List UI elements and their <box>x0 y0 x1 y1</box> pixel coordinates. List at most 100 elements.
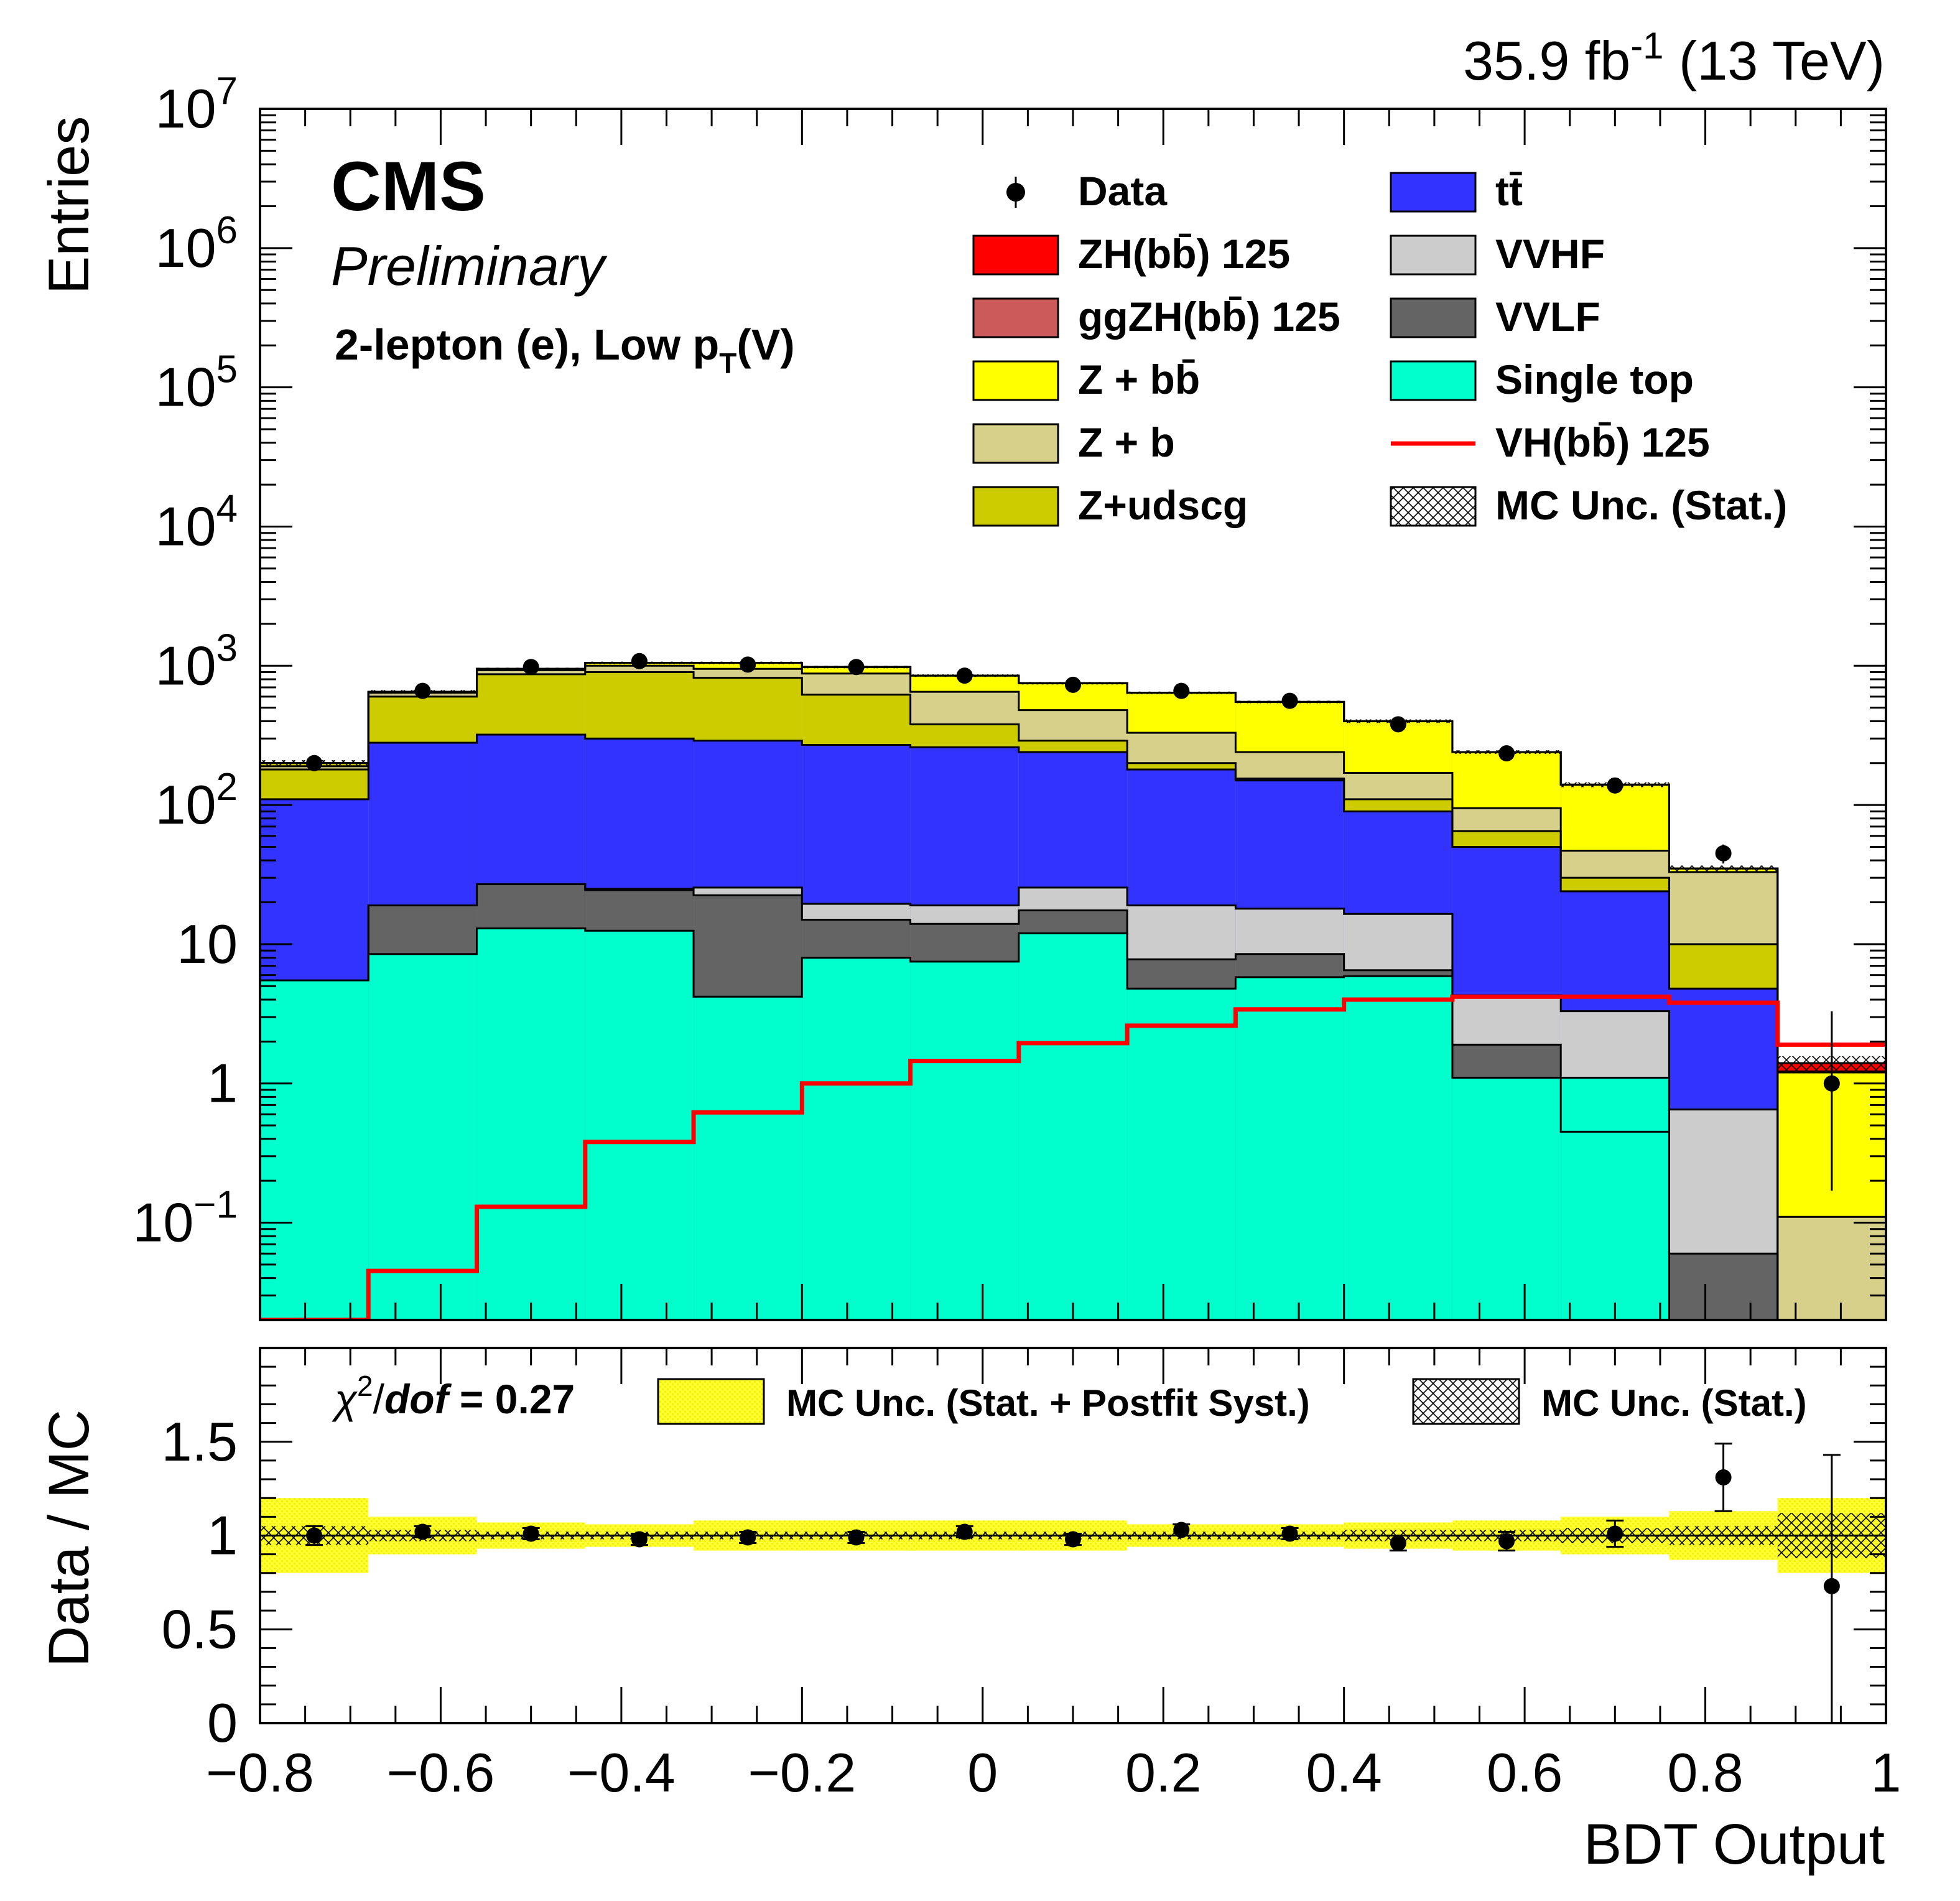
lumi-label: 35.9 fb-1 (13 TeV) <box>1463 25 1885 91</box>
legend-label: VVHF <box>1495 231 1605 277</box>
data-point <box>740 656 756 673</box>
ratio-y-axis: 0 0.5 1 1.5 <box>162 1347 1886 1754</box>
data-point <box>306 755 323 771</box>
stack-bar <box>585 931 694 1320</box>
ratio-legend: MC Unc. (Stat. + Postfit Syst.) MC Unc. (… <box>657 1378 1807 1425</box>
svg-text:χ2/dof = 0.27: χ2/dof = 0.27 <box>332 1370 575 1422</box>
ratio-point <box>306 1527 323 1544</box>
legend-entry: Single top <box>1390 356 1694 402</box>
x-tick-label: 0.4 <box>1306 1742 1382 1803</box>
legend-label: MC Unc. (Stat.) <box>1495 482 1787 528</box>
stack-outline <box>260 927 1886 1320</box>
stack-bar <box>1018 933 1128 1320</box>
x-tick-label: 1 <box>1871 1742 1902 1803</box>
legend-entry: Z + bb̄ <box>972 356 1200 402</box>
data-point <box>848 659 865 676</box>
legend-entry: Z+udscg <box>972 482 1248 528</box>
ratio-y-tick-label: 1.5 <box>162 1411 238 1472</box>
stack-outline <box>260 883 1886 1320</box>
legend-entry: ZH(bb̄) 125 <box>972 231 1290 277</box>
data-point <box>1390 716 1406 733</box>
ratio-legend-label: MC Unc. (Stat.) <box>1541 1382 1807 1424</box>
ratio-legend-swatch <box>1412 1378 1520 1425</box>
ratio-point <box>1390 1535 1406 1551</box>
y-tick-label: 107 <box>156 70 238 139</box>
data-point <box>1823 1075 1840 1092</box>
data-point <box>1173 682 1190 699</box>
experiment-label: CMS <box>331 147 486 225</box>
y-tick-label: 1 <box>207 1053 238 1114</box>
x-tick-label: 0 <box>967 1742 998 1803</box>
ratio-point <box>1498 1533 1515 1550</box>
legend-label: Data <box>1078 168 1168 214</box>
legend-swatch <box>1390 235 1477 276</box>
ratio-point <box>848 1529 865 1546</box>
legend-entry: VVLF <box>1390 294 1600 340</box>
data-point <box>956 667 973 684</box>
y-tick-label: 103 <box>156 626 238 696</box>
legend-swatch <box>972 423 1059 464</box>
category-label: 2-lepton (e), Low pT(V) <box>335 320 795 379</box>
y-tick-label: 104 <box>156 487 238 557</box>
legend-swatch <box>1006 183 1025 202</box>
legend-swatch <box>1390 297 1477 338</box>
legend-entry: Data <box>1006 168 1168 214</box>
stack-bar <box>1561 1077 1670 1320</box>
stack-outline <box>260 671 1886 1320</box>
chi2-label: χ2/dof = 0.27 <box>332 1370 575 1422</box>
legend-label: tt̄ <box>1495 168 1523 214</box>
legend-swatch <box>972 297 1059 338</box>
y-axis-title: Entries <box>37 116 101 294</box>
top-x-ticks <box>259 109 1887 1320</box>
stack-bar <box>1344 976 1452 1320</box>
stack-bar <box>476 928 585 1320</box>
stack-bar <box>1669 1253 1778 1320</box>
legend-entry: tt̄ <box>1390 168 1523 214</box>
x-tick-label: 0.6 <box>1487 1742 1563 1803</box>
legend-label: Single top <box>1495 356 1694 402</box>
legend-swatch <box>972 360 1059 401</box>
status-label: Preliminary <box>331 235 608 297</box>
legend-entry: VH(bb̄) 125 <box>1391 419 1710 465</box>
ratio-point <box>1281 1525 1298 1542</box>
legend-swatch <box>1390 172 1477 213</box>
y-tick-label: 105 <box>156 348 238 418</box>
legend-entry: MC Unc. (Stat.) <box>1390 482 1787 528</box>
data-point <box>1607 777 1623 794</box>
x-tick-label: −0.8 <box>206 1742 314 1803</box>
y-tick-label: 10 <box>177 913 238 975</box>
legend-label: VH(bb̄) 125 <box>1495 419 1710 465</box>
legend-label: ZH(bb̄) 125 <box>1078 231 1290 277</box>
ratio-point <box>1823 1578 1840 1594</box>
data-point <box>414 682 431 699</box>
ratio-point <box>414 1523 431 1540</box>
stack-bar <box>802 957 911 1320</box>
ratio-point <box>1607 1525 1623 1542</box>
ratio-legend-swatch <box>657 1378 765 1425</box>
x-axis-title: BDT Output <box>1584 1813 1885 1876</box>
ratio-point <box>740 1529 756 1546</box>
legend-label: VVLF <box>1495 294 1600 340</box>
ratio-y-axis-title: Data / MC <box>37 1410 101 1667</box>
data-point <box>1281 692 1298 709</box>
stacked-backgrounds <box>260 662 1886 1320</box>
legend-entry: Z + b <box>972 419 1175 465</box>
data-point <box>1065 676 1081 693</box>
x-tick-label: 0.2 <box>1125 1742 1201 1803</box>
ratio-point <box>1173 1522 1190 1538</box>
x-axis: −0.8 −0.6 −0.4 −0.2 0 0.2 0.4 0.6 0.8 1 <box>206 1348 1901 1803</box>
data-points <box>306 653 1840 1191</box>
stack-bar <box>260 980 369 1320</box>
ratio-point <box>631 1531 648 1548</box>
mc-stat-band-bin <box>1669 865 1778 872</box>
x-tick-label: 0.8 <box>1667 1742 1743 1803</box>
ratio-legend-entry: MC Unc. (Stat. + Postfit Syst.) <box>657 1378 1310 1425</box>
ratio-y-tick-label: 0.5 <box>162 1598 238 1660</box>
stack-bar <box>1777 1217 1886 1320</box>
vh-signal-step <box>260 994 1886 1320</box>
legend-swatch <box>1390 486 1477 527</box>
stack-bar <box>694 997 802 1320</box>
legend-entry: VVHF <box>1390 231 1605 277</box>
x-tick-label: −0.2 <box>748 1742 856 1803</box>
